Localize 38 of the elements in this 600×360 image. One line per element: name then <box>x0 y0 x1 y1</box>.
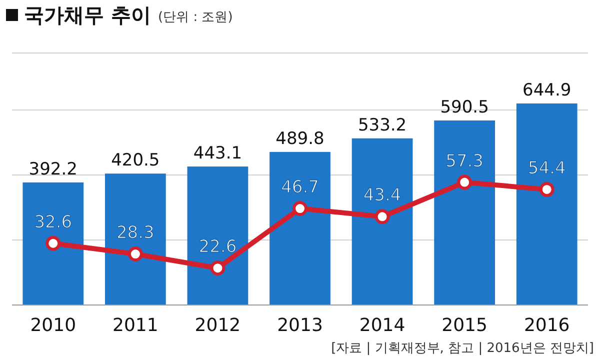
data-label: 43.4 <box>363 186 402 206</box>
data-label: 420.5 <box>111 150 160 171</box>
x-tick-label: 2013 <box>277 315 323 336</box>
x-tick-label: 2014 <box>359 315 406 336</box>
data-label: 57.3 <box>446 151 484 172</box>
point <box>457 174 472 190</box>
x-tick-label: 2011 <box>112 315 158 336</box>
point <box>210 260 226 276</box>
x-tick-label: 2010 <box>30 315 76 336</box>
bar <box>434 120 496 305</box>
data-label: 590.5 <box>440 97 489 118</box>
chart-title: 국가채무 추이 <box>24 3 151 27</box>
point <box>128 246 143 262</box>
bar <box>187 166 248 305</box>
bar <box>22 182 84 305</box>
data-label: 28.3 <box>116 223 154 244</box>
data-label: 22.6 <box>198 237 237 258</box>
data-label: 392.2 <box>28 159 78 180</box>
x-tick-label: 2012 <box>194 315 241 336</box>
bar <box>270 152 330 305</box>
data-label: 54.4 <box>528 158 566 178</box>
chart-subtitle: (단위 : 조원) <box>158 10 233 25</box>
point <box>374 209 390 224</box>
point <box>539 182 554 197</box>
data-label: 46.7 <box>281 178 319 198</box>
data-label: 32.6 <box>34 212 72 232</box>
x-tick-label: 2016 <box>524 315 570 336</box>
data-label: 644.9 <box>522 80 572 100</box>
data-label: 533.2 <box>358 115 407 136</box>
bar <box>516 103 578 305</box>
bar <box>104 174 166 305</box>
data-label: 489.8 <box>276 128 324 149</box>
text: [자료 | 기획재정부, 참고 | 2016년은 전망치] <box>331 341 594 356</box>
point <box>292 201 308 216</box>
x-tick-label: 2015 <box>442 315 488 336</box>
point <box>46 236 61 251</box>
bar <box>352 138 413 305</box>
data-label: 443.1 <box>193 144 242 164</box>
